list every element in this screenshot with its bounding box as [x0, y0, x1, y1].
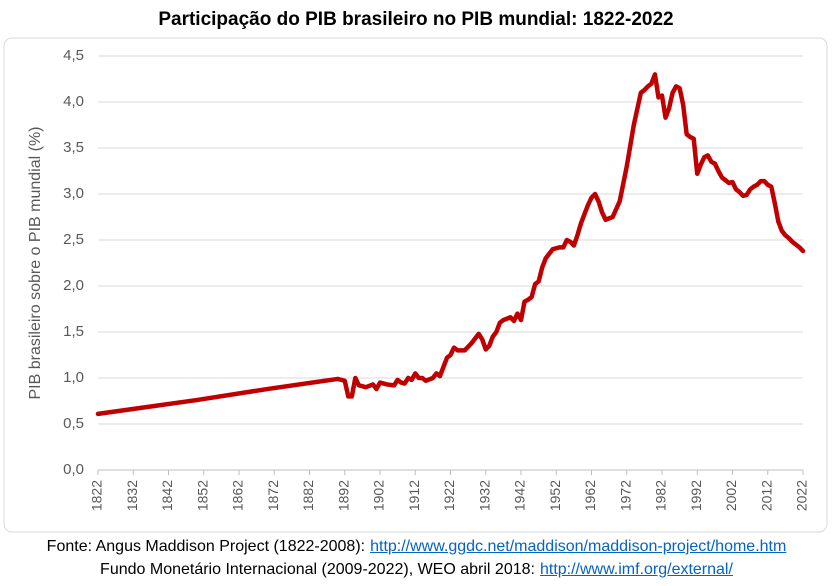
- data-line: [95, 72, 806, 417]
- x-tick-label: 1962: [582, 480, 598, 511]
- x-tick-label: 1952: [547, 480, 563, 511]
- y-tick-label: 2,0: [63, 277, 84, 294]
- chart-frame: [3, 37, 828, 533]
- x-tick-label: 1972: [617, 480, 633, 511]
- chart: Participação do PIB brasileiro no PIB mu…: [3, 9, 828, 533]
- y-tick-label: 0,0: [63, 461, 84, 478]
- source-link[interactable]: http://www.ggdc.net/maddison/maddison-pr…: [370, 538, 787, 555]
- y-tick-label: 3,5: [63, 139, 84, 156]
- x-tick-label: 1912: [406, 480, 422, 511]
- y-tick-label: 4,0: [63, 93, 84, 110]
- x-tick-label: 2012: [758, 480, 774, 511]
- source-link[interactable]: http://www.imf.org/external/: [539, 561, 733, 578]
- x-tick-label: 1892: [335, 480, 351, 511]
- x-tick-label: 1982: [653, 480, 669, 511]
- x-tick-label: 1842: [159, 480, 175, 511]
- y-axis-label: PIB brasileiro sobre o PIB mundial (%): [27, 127, 44, 400]
- x-tick-label: 1872: [265, 480, 281, 511]
- chart-title: Participação do PIB brasileiro no PIB mu…: [158, 9, 673, 30]
- x-tick-label: 2002: [723, 480, 739, 511]
- y-tick-label: 1,5: [63, 323, 84, 340]
- x-tick-label: 1832: [124, 480, 140, 511]
- x-tick-label: 1852: [194, 480, 210, 511]
- source-line: Fonte: Angus Maddison Project (1822-2008…: [0, 538, 833, 556]
- x-tick-label: 1942: [512, 480, 528, 511]
- x-tick-label: 1922: [441, 480, 457, 511]
- y-tick-label: 1,0: [63, 369, 84, 386]
- y-tick-label: 4,5: [63, 47, 84, 64]
- source-text: Fonte: Angus Maddison Project (1822-2008…: [46, 538, 366, 555]
- x-tick-label: 1822: [89, 480, 105, 511]
- x-tick-label: 1902: [371, 480, 387, 511]
- y-tick-label: 3,0: [63, 185, 84, 202]
- x-tick-label: 1882: [300, 480, 316, 511]
- source-line: Fundo Monetário Internacional (2009-2022…: [0, 561, 833, 579]
- source-text: Fundo Monetário Internacional (2009-2022…: [100, 561, 535, 578]
- y-tick-label: 0,5: [63, 415, 84, 432]
- y-tick-label: 2,5: [63, 231, 84, 248]
- x-tick-label: 2022: [794, 480, 810, 511]
- x-tick-label: 1932: [476, 480, 492, 511]
- x-tick-label: 1862: [230, 480, 246, 511]
- x-tick-label: 1992: [688, 480, 704, 511]
